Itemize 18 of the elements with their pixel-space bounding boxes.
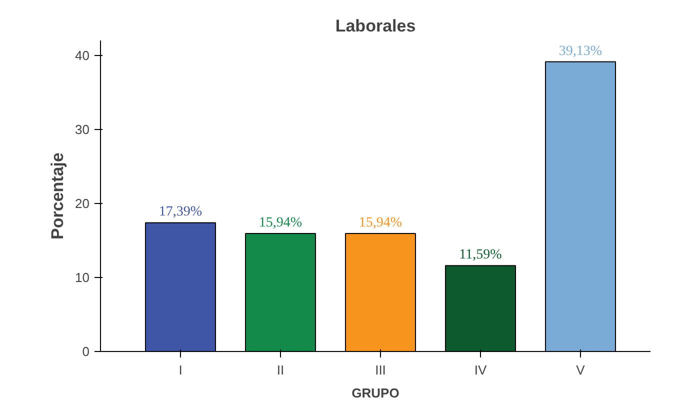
data-label: 15,94%: [358, 215, 402, 230]
y-tick-label: 20: [75, 196, 90, 211]
y-tick-label: 10: [75, 270, 90, 285]
x-tick-label: I: [178, 362, 182, 378]
chart-title: Laborales: [335, 16, 416, 36]
y-tick-label: 0: [82, 344, 90, 359]
y-axis-title: Porcentaje: [48, 152, 68, 240]
x-tick-label: III: [375, 362, 386, 378]
y-tick-label: 40: [75, 48, 90, 63]
x-tick-label: V: [576, 362, 586, 378]
x-axis-title: GRUPO: [352, 386, 400, 400]
data-label: 39,13%: [558, 44, 602, 59]
y-tick-label: 30: [75, 122, 90, 137]
data-label: 15,94%: [258, 215, 302, 230]
x-tick-label: IV: [474, 362, 487, 378]
data-label: 11,59%: [459, 248, 502, 263]
x-tick-label: II: [276, 362, 284, 378]
data-label: 17,39%: [158, 204, 202, 220]
